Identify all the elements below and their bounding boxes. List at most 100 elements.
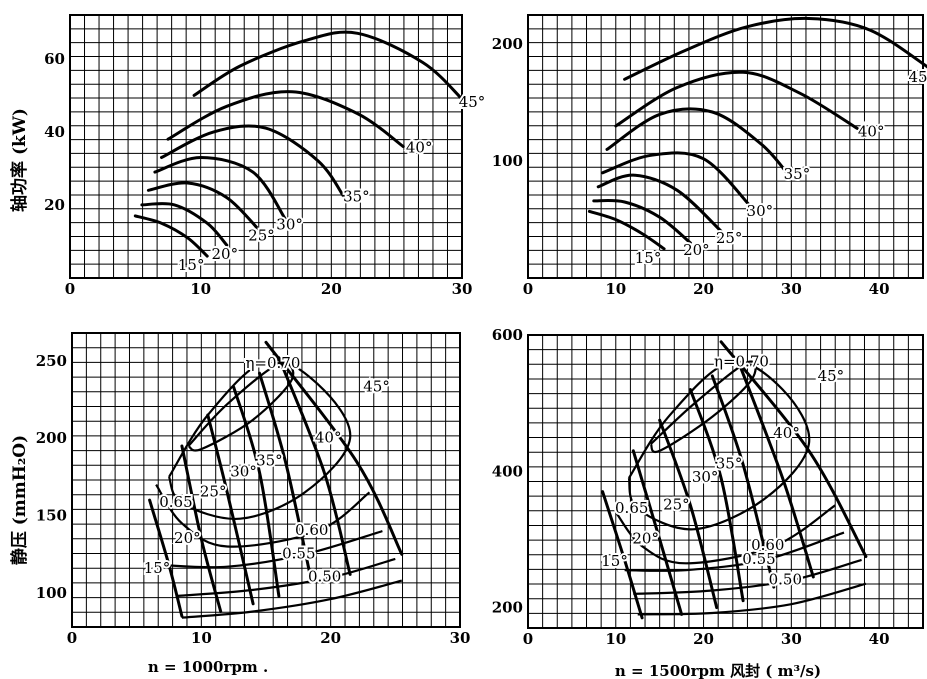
x-axis-label-1500rpm: n = 1500rpm 风封 ( m³/s) <box>615 662 821 679</box>
blade-angle-label: 25° <box>200 482 227 500</box>
blade-angle-label: 45° <box>908 68 927 86</box>
blade-angle-curve <box>258 371 313 583</box>
efficiency-isoline <box>637 582 867 616</box>
blade-angle-curve <box>206 413 255 606</box>
blade-angle-curve <box>264 340 404 556</box>
blade-angle-curve <box>614 70 859 130</box>
panel-top-right: 0 10 20 30 40 100 200 15° 20° 25°30° 35° 40° 45° <box>492 14 927 298</box>
x-tick-label: 30 <box>781 630 802 648</box>
x-axis-label-1000rpm: n = 1000rpm . <box>148 658 268 676</box>
y-tick-label: 40 <box>44 123 65 141</box>
efficiency-isoline <box>614 504 836 565</box>
blade-angle-curve <box>737 360 815 579</box>
y-tick-label: 200 <box>36 429 67 447</box>
y-tick-label: 150 <box>36 507 67 525</box>
y-tick-label: 60 <box>44 50 65 68</box>
blade-angle-label: 20° <box>212 245 239 263</box>
efficiency-isoline <box>633 558 862 595</box>
x-tick-label: 30 <box>781 280 802 298</box>
x-tick-label: 0 <box>67 629 77 647</box>
blade-angle-curve <box>601 490 644 620</box>
efficiency-label: 0.60 <box>751 536 784 554</box>
blade-angle-label: 35° <box>716 454 743 472</box>
y-tick-label: 100 <box>492 152 523 170</box>
x-tick-label: 30 <box>450 629 471 647</box>
x-tick-label: 40 <box>869 630 890 648</box>
y-tick-label: 600 <box>492 326 523 344</box>
blade-angle-curve <box>232 385 281 598</box>
blade-angle-curve <box>133 214 209 258</box>
blade-angle-curve <box>605 107 789 175</box>
x-tick-label: 0 <box>65 280 75 298</box>
blade-angle-curve <box>140 202 229 247</box>
efficiency-label: 0.65 <box>159 493 192 511</box>
efficiency-label: 0.55 <box>282 544 315 562</box>
x-tick-label: 10 <box>605 280 626 298</box>
blade-angle-label: 30° <box>230 462 257 480</box>
blade-angle-label: 20° <box>632 529 659 547</box>
blade-angle-label: 15° <box>601 552 628 570</box>
blade-angle-curve <box>631 449 684 616</box>
efficiency-label: 0.60 <box>295 521 328 539</box>
panel-bottom-right: 0 10 20 30 40 200 400 600 η=0.70 0.65 0.600.55 0.5… <box>492 326 924 648</box>
blade-angle-label: 35° <box>343 188 370 206</box>
blade-angle-curve <box>710 374 776 589</box>
blade-angle-curve <box>160 124 346 200</box>
efficiency-label: 0.55 <box>742 550 775 568</box>
y-tick-label: 400 <box>492 462 523 480</box>
x-tick-label: 0 <box>523 280 533 298</box>
blade-angle-label: 15° <box>144 559 171 577</box>
efficiency-isoline <box>167 358 352 520</box>
efficiency-isoline <box>175 557 396 598</box>
efficiency-label: 0.50 <box>308 567 341 585</box>
panel-bottom-left: 0 10 20 30 100 150 200 250 η=0.70 0.65 0.60 0.55 0.… <box>36 332 471 647</box>
blade-angle-curve <box>596 173 723 233</box>
blade-angle-curve <box>148 498 184 618</box>
blade-angle-label: 20° <box>683 241 710 259</box>
blade-angle-label: 30° <box>747 202 774 220</box>
plot-frame <box>69 14 463 279</box>
plot-frame <box>527 334 924 629</box>
blade-angle-curve <box>688 388 745 603</box>
blade-angle-curve <box>192 30 464 101</box>
x-tick-label: 20 <box>693 630 714 648</box>
x-tick-label: 20 <box>693 280 714 298</box>
blade-angle-label: 15° <box>635 249 662 267</box>
x-tick-label: 10 <box>190 280 211 298</box>
blade-angle-label: 45° <box>818 367 845 385</box>
x-tick-label: 20 <box>320 629 341 647</box>
blade-angle-label: 40° <box>773 424 800 442</box>
efficiency-label: η=0.70 <box>245 354 300 372</box>
blade-angle-curve <box>719 340 868 558</box>
efficiency-label: 0.65 <box>615 499 648 517</box>
blade-angle-curve <box>658 418 719 610</box>
blade-angle-label: 35° <box>784 165 811 183</box>
x-tick-label: 10 <box>191 629 212 647</box>
y-tick-label: 200 <box>492 35 523 53</box>
efficiency-label: η=0.70 <box>714 352 769 370</box>
efficiency-isoline <box>187 361 295 452</box>
y-axis-label-static-pressure: 静压 (mmH₂O) <box>9 435 30 565</box>
y-tick-label: 100 <box>36 584 67 602</box>
blade-angle-label: 30° <box>692 468 719 486</box>
blade-angle-label: 25° <box>716 229 743 247</box>
x-tick-label: 0 <box>523 630 533 648</box>
panel-top-left: 0 10 20 30 20 40 60 15° 20° 25°30° 35° 40° 45° <box>44 14 487 298</box>
blade-angle-curve <box>601 151 754 210</box>
x-tick-label: 10 <box>605 630 626 648</box>
blade-angle-label: 35° <box>256 451 283 469</box>
x-tick-label: 30 <box>452 280 473 298</box>
blade-angle-curve <box>623 16 927 81</box>
efficiency-isoline <box>181 579 403 619</box>
blade-angle-label: 45° <box>459 93 486 111</box>
blade-angle-curve <box>146 181 261 232</box>
y-axis-label-shaft-power: 轴功率 (kW) <box>9 108 30 212</box>
blade-angle-label: 25° <box>663 495 690 513</box>
blade-angle-label: 20° <box>174 529 201 547</box>
plot-frame <box>527 14 924 279</box>
blade-angle-curve <box>587 209 666 251</box>
efficiency-isoline <box>624 531 845 572</box>
blade-angle-label: 40° <box>406 139 433 157</box>
blade-angle-label: 45° <box>363 377 390 395</box>
